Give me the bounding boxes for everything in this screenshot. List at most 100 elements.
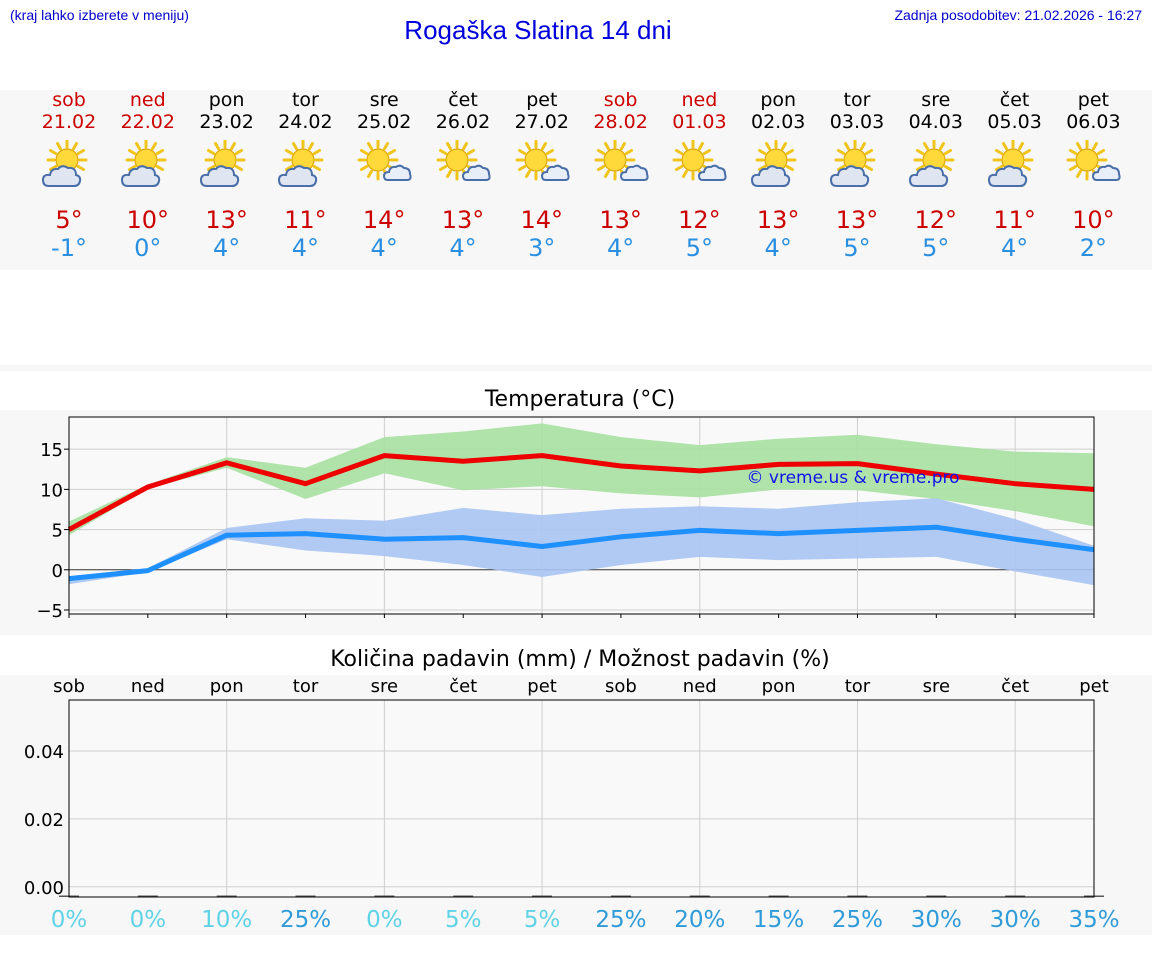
day-name: ned	[129, 89, 166, 111]
x-category-label: sre	[371, 676, 398, 697]
precipitation-bar	[216, 895, 237, 897]
day-name: tor	[843, 89, 871, 111]
precipitation-bar	[374, 895, 395, 897]
location-hint: (kraj lahko izberete v meniju)	[10, 7, 189, 23]
max-temperature: 5°	[55, 206, 83, 234]
min-temperature: 4°	[212, 234, 241, 262]
precipitation-bar	[137, 895, 158, 897]
sun-small-cloud-icon	[593, 139, 649, 188]
precipitation-probability-label: 25%	[832, 907, 883, 933]
plot-area	[69, 700, 1094, 897]
precipitation-probability-label: 10%	[201, 907, 252, 933]
plot-frame	[68, 699, 1095, 898]
max-temperature: 14°	[520, 206, 564, 234]
x-category-label: čet	[1001, 676, 1029, 697]
sun-cloud-icon	[41, 139, 97, 188]
sun-cloud-icon	[829, 139, 885, 188]
day-date: 23.02	[199, 111, 254, 133]
x-category-label: pon	[762, 676, 796, 697]
max-temperature: 11°	[284, 206, 327, 234]
min-temperature: 0°	[134, 234, 162, 262]
sun-small-cloud-icon	[671, 139, 727, 188]
day-date: 27.02	[514, 111, 569, 133]
day-column: čet 05.03 11° 4°	[975, 90, 1055, 262]
y-tick-label: 10	[40, 480, 63, 501]
max-temperature: 13°	[835, 206, 879, 234]
sun-cloud-icon	[750, 139, 806, 188]
x-category-label: pet	[1079, 676, 1109, 697]
y-tick-label: 0.02	[24, 810, 64, 831]
y-tick-label: 0	[52, 561, 63, 582]
precipitation-probability-label: 30%	[911, 907, 962, 933]
day-name: pet	[526, 89, 558, 111]
max-temperature-line	[67, 453, 1095, 532]
day-name: čet	[999, 89, 1030, 111]
day-date: 24.02	[278, 111, 333, 133]
day-date: 05.03	[987, 111, 1042, 133]
y-tick-label: −5	[36, 601, 63, 622]
precipitation-probability-label: 35%	[1068, 907, 1119, 933]
daily-forecast-strip: sob 21.02 5° -1° ned 22.02 10° 0° pon 23.02 13° 4° t…	[0, 90, 1152, 270]
max-temperature: 12°	[914, 206, 958, 234]
page-title: Rogaška Slatina 14 dni	[404, 15, 672, 45]
precipitation-probability-label: 5%	[445, 907, 482, 933]
precipitation-probability-label: 0%	[51, 907, 88, 933]
precipitation-probability-label: 0%	[366, 907, 403, 933]
x-category-label: ned	[131, 676, 165, 697]
x-category-label: sob	[605, 676, 637, 697]
max-temperature: 13°	[756, 206, 800, 234]
max-temperature: 11°	[993, 206, 1036, 234]
max-temperature: 13°	[205, 206, 248, 234]
day-name: sob	[603, 89, 638, 111]
day-date: 26.02	[435, 111, 491, 133]
max-temperature: 13°	[441, 206, 485, 234]
day-name: sre	[921, 89, 951, 111]
day-date: 25.02	[356, 111, 412, 133]
day-column: ned 22.02 10° 0°	[108, 90, 188, 262]
plot-frame	[68, 416, 1095, 615]
sun-cloud-icon	[987, 139, 1043, 188]
day-name: sob	[52, 89, 86, 111]
min-temperature: 4°	[291, 234, 320, 262]
day-column: pon 02.03 13° 4°	[738, 90, 818, 262]
day-name: pon	[760, 89, 797, 111]
precipitation-probability-label: 5%	[524, 907, 561, 933]
day-name: ned	[681, 89, 718, 111]
day-name: čet	[448, 89, 478, 111]
day-name: tor	[291, 89, 319, 111]
min-temperature: -1°	[51, 234, 87, 262]
max-temperature-range-band	[69, 423, 1094, 536]
day-column: pet 06.03 10° 2°	[1053, 90, 1133, 262]
separator-band	[0, 365, 1152, 371]
day-column: sre 25.02 14° 4°	[344, 90, 424, 262]
day-column: sre 04.03 12° 5°	[896, 90, 976, 262]
precipitation-bar	[610, 895, 631, 897]
sun-small-cloud-icon	[514, 139, 570, 188]
min-temperature: 5°	[922, 234, 950, 262]
x-category-label: sob	[53, 676, 85, 697]
precipitation-probability-label: 25%	[280, 907, 331, 933]
temperature-chart-title: Temperatura (°C)	[484, 387, 676, 412]
precipitation-probability-label: 25%	[595, 907, 646, 933]
precipitation-chart-title: Količina padavin (mm) / Možnost padavin …	[330, 647, 830, 672]
day-date: 21.02	[41, 111, 97, 133]
precipitation-bar	[532, 895, 553, 897]
precipitation-bar	[847, 895, 868, 897]
precipitation-probability-label: 0%	[130, 907, 167, 933]
min-temperature: 5°	[685, 234, 714, 262]
precipitation-probability-label: 15%	[753, 907, 804, 933]
min-temperature: 3°	[528, 234, 556, 262]
precipitation-bar	[295, 895, 316, 897]
forecast-band	[0, 90, 1152, 270]
day-date: 03.03	[829, 111, 885, 133]
day-date: 06.03	[1066, 111, 1121, 133]
y-tick-label: 0.04	[24, 742, 64, 763]
min-temperature-line	[68, 524, 1095, 582]
sun-small-cloud-icon	[435, 139, 491, 188]
x-category-label: pet	[527, 676, 557, 697]
sun-cloud-icon	[199, 139, 255, 188]
last-update: Zadnja posodobitev: 21.02.2026 - 16:27	[894, 7, 1142, 23]
y-tick-label: 0.00	[24, 878, 64, 899]
min-temperature: 5°	[843, 234, 871, 262]
temperature-chart: −5 0 5 10 15 © vreme.us & vreme.pro	[36, 416, 1095, 622]
